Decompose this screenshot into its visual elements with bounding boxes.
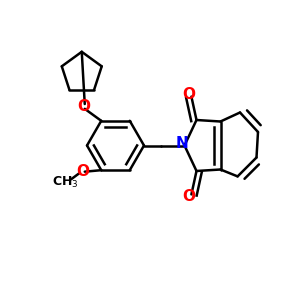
Text: CH$_3$: CH$_3$: [52, 175, 79, 190]
Text: O: O: [182, 87, 196, 102]
Text: N: N: [176, 136, 188, 152]
Text: O: O: [77, 164, 90, 179]
Text: O: O: [77, 99, 90, 114]
Text: O: O: [182, 189, 196, 204]
